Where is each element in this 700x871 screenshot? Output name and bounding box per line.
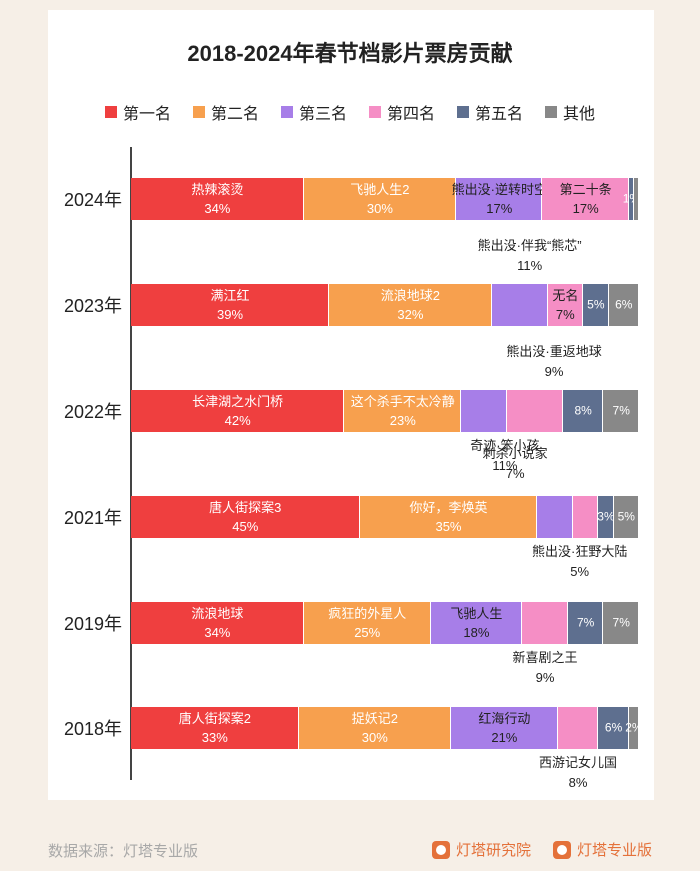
bar-segment (298, 707, 452, 749)
bar-segment (522, 602, 568, 644)
legend-swatch (545, 106, 558, 118)
data-label: 奇迹·笨小孩 11% (470, 436, 539, 476)
bar-segment (303, 602, 431, 644)
data-label-value: 11% (517, 258, 543, 273)
legend-item: 第一名 (104, 100, 171, 124)
chart-title: 2018-2024年春节档影片票房贡献 (187, 41, 513, 66)
data-label-value: 9% (535, 670, 555, 685)
legend-item: 第四名 (369, 100, 435, 124)
legend-label: 第四名 (387, 106, 436, 123)
brand-research: 灯塔研究院 (432, 839, 531, 860)
data-label-value: 9% (544, 364, 564, 379)
bar-segment (131, 178, 304, 220)
bar-segment (430, 602, 523, 644)
data-label: 熊出没·狂野大陆 5% (532, 542, 627, 582)
legend-label: 第五名 (475, 106, 524, 123)
bar-segment (131, 496, 360, 538)
bar-segment (567, 602, 604, 644)
legend-item: 第五名 (457, 100, 523, 124)
legend-swatch (457, 106, 470, 118)
bar-segment (461, 390, 507, 432)
brand-pro-label: 灯塔专业版 (577, 842, 653, 859)
data-label-name: 新喜剧之王 (512, 650, 578, 665)
bar-segment (603, 602, 639, 644)
data-label: 西游记女儿国 8% (539, 753, 617, 793)
legend-label: 第一名 (122, 106, 171, 123)
chart-legend: 第一名 第二名 第三名 第四名 第五名 其他 (0, 100, 700, 124)
data-label-name: 熊出没·狂野大陆 (531, 544, 628, 559)
brand-research-label: 灯塔研究院 (456, 842, 532, 859)
lighthouse-logo-icon (432, 840, 450, 859)
brand-pro: 灯塔专业版 (553, 839, 652, 860)
bar-segment (537, 496, 573, 538)
bar-segment (131, 602, 304, 644)
legend-swatch (280, 106, 293, 118)
legend-label: 第三名 (298, 106, 347, 123)
bar-segment (303, 178, 457, 220)
data-label-value: 11% (492, 458, 518, 473)
data-label-value: 5% (570, 564, 590, 579)
bar-segment (456, 178, 543, 220)
bar-segment (506, 390, 563, 432)
bar-segment (329, 284, 492, 326)
lighthouse-pro-logo-icon (553, 840, 571, 859)
source-note: 数据来源：灯塔专业版 (48, 843, 199, 860)
y-tick-label: 2021年 (63, 508, 122, 528)
bar-segment (583, 284, 609, 326)
legend-swatch (369, 106, 381, 118)
bar-segment (131, 707, 299, 749)
legend-label: 第二名 (210, 106, 259, 123)
bar-segment (572, 496, 599, 538)
y-tick-label: 2019年 (63, 614, 122, 634)
legend-swatch (104, 106, 117, 118)
bar-segment (491, 284, 548, 326)
bar-segment (603, 390, 639, 432)
data-label: 刺杀小说家 7% (483, 444, 548, 484)
y-tick-label: 2024年 (63, 190, 122, 210)
bar-segment (633, 178, 639, 220)
data-label-name: 熊出没·重返地球 (506, 344, 602, 359)
bar-segment (451, 707, 558, 749)
bar-segment (628, 178, 634, 220)
bar-segment (131, 390, 345, 432)
bar-segment (344, 390, 462, 432)
bar-segment (557, 707, 599, 749)
y-tick-label: 2018年 (63, 719, 122, 739)
data-label-name: 熊出没·伴我“熊芯” (477, 238, 582, 253)
data-label: 熊出没·伴我“熊芯” 11% (478, 236, 582, 276)
legend-item: 第二名 (192, 100, 259, 124)
bar-segment (131, 284, 330, 326)
legend-label: 其他 (563, 106, 596, 123)
legend-item: 第三名 (280, 100, 347, 124)
y-tick-label: 2022年 (63, 402, 122, 422)
bar-segment (562, 390, 604, 432)
data-label-value: 8% (568, 775, 588, 790)
bar-segment (598, 707, 629, 749)
data-label-name: 奇迹·笨小孩 (470, 438, 540, 453)
bar-segment (608, 284, 639, 326)
bar-segment (628, 707, 639, 749)
bar-segment (359, 496, 538, 538)
data-label-name: 刺杀小说家 (482, 446, 548, 461)
bar-segment (547, 284, 584, 326)
bar-segment (598, 496, 614, 538)
bar-segment (542, 178, 629, 220)
legend-item: 其他 (545, 100, 595, 124)
y-tick-label: 2023年 (63, 296, 122, 316)
y-axis-line (130, 147, 132, 780)
bar-segment (613, 496, 639, 538)
data-label: 熊出没·重返地球 9% (506, 342, 601, 382)
data-label-value: 7% (505, 466, 525, 481)
data-label-name: 西游记女儿国 (539, 755, 618, 770)
legend-swatch (192, 106, 205, 118)
data-label: 新喜剧之王 9% (513, 648, 578, 688)
